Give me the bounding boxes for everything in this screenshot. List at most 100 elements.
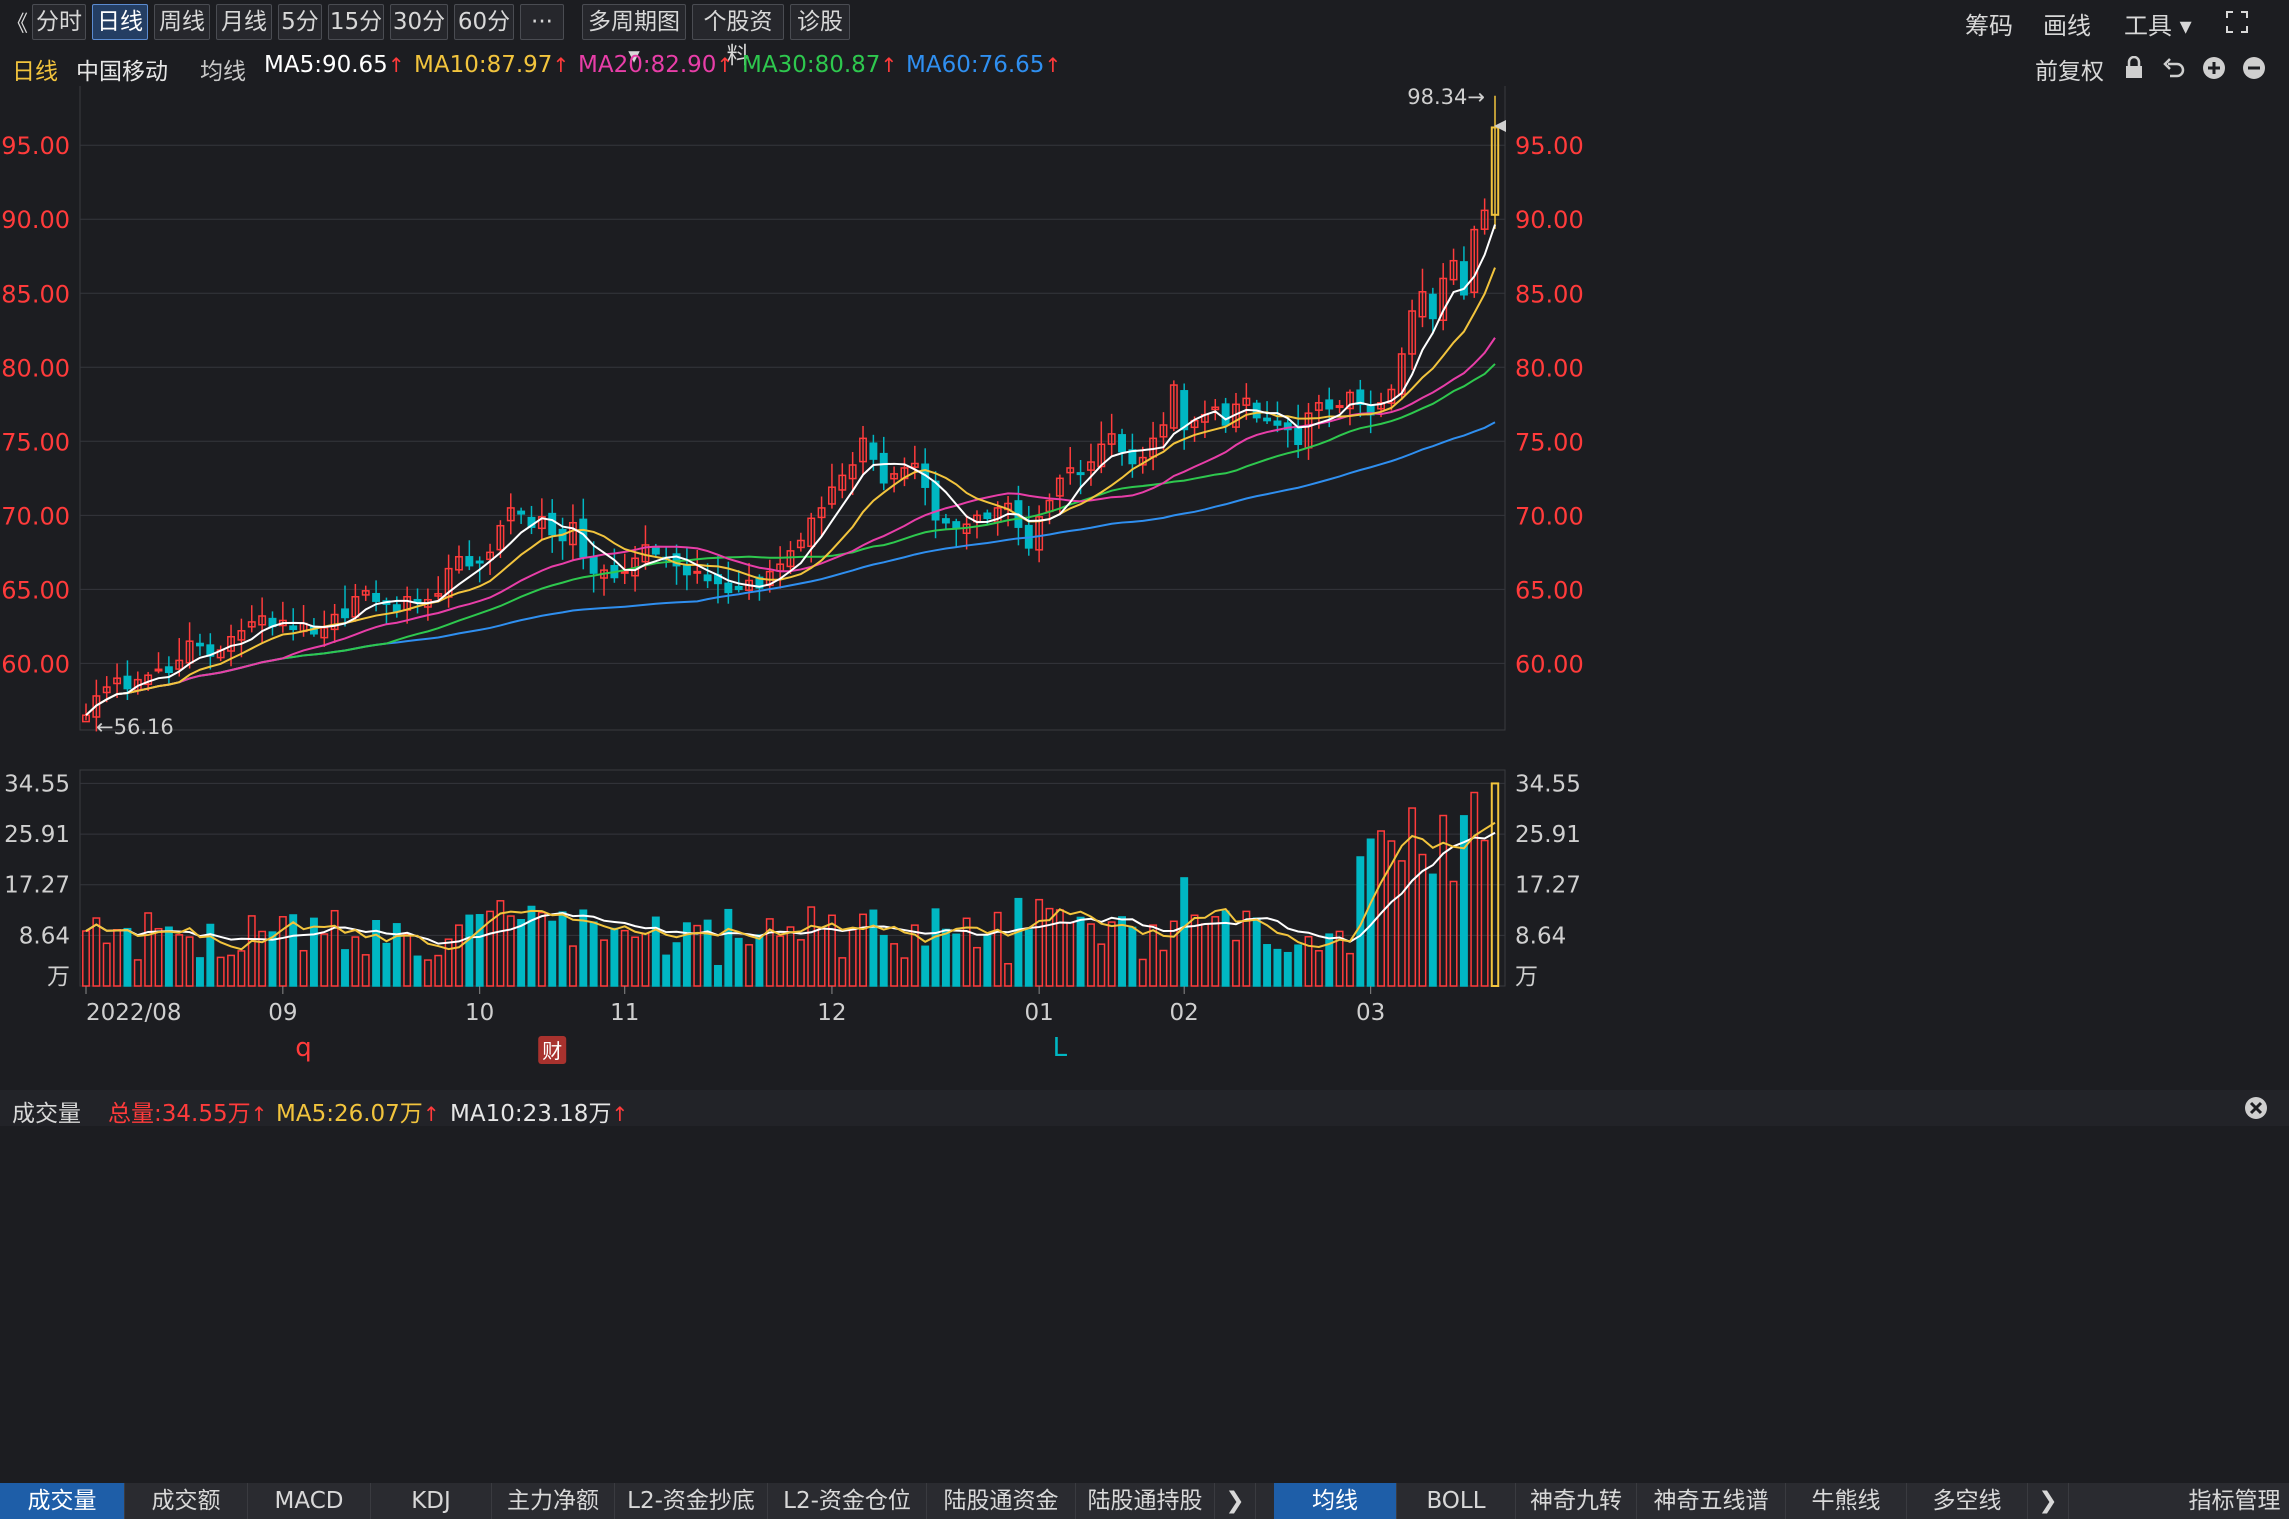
volume-bar — [817, 927, 826, 987]
close-icon[interactable] — [2244, 1096, 2268, 1120]
volume-bar — [1221, 910, 1230, 987]
price-tick-right: 95.00 — [1515, 132, 1584, 160]
kline-chart[interactable]: 60.00 60.00 65.00 65.00 70.00 70.00 75.00 75.00… — [0, 86, 2289, 1483]
ma-label[interactable]: 均线 — [200, 59, 246, 85]
volume-bar — [289, 914, 298, 987]
candle-body — [1242, 397, 1251, 406]
candle-body — [796, 539, 805, 549]
candle-body — [1387, 388, 1396, 404]
volume-bar — [486, 910, 495, 987]
tab-volume[interactable]: 成交量 — [0, 1483, 125, 1519]
tools-button[interactable]: 工具 ▾ — [2124, 12, 2192, 40]
candle-body — [1169, 384, 1178, 429]
candle-body — [330, 613, 339, 631]
volume-bar — [185, 936, 194, 987]
volume-bar — [1190, 914, 1199, 987]
tabs-next-button-2[interactable]: ❯ — [2028, 1483, 2069, 1519]
volume-bar — [1159, 949, 1168, 987]
price-tick-left: 95.00 — [1, 132, 70, 160]
ma60-value: MA60:76.65↑ — [906, 52, 1062, 78]
tabs-next-button[interactable]: ❯ — [1215, 1483, 1256, 1519]
indicator-tabs: 成交量 成交额 MACD KDJ 主力净额 L2-资金抄底 L2-资金仓位 陆股… — [0, 1483, 2289, 1519]
tab-main-net[interactable]: 主力净额 — [492, 1483, 615, 1519]
candle-body — [848, 464, 857, 480]
chips-button[interactable]: 筹码 — [1965, 12, 2013, 40]
candle-body — [1086, 461, 1095, 471]
toolbar-button-11[interactable]: 诊股 — [790, 4, 850, 40]
undo-icon[interactable] — [2162, 56, 2186, 80]
volume-bar — [268, 931, 277, 987]
toolbar-button-2[interactable]: 周线 — [154, 4, 210, 40]
candle-body — [1221, 403, 1230, 426]
volume-bar — [724, 908, 733, 987]
tab-macd[interactable]: MACD — [248, 1483, 371, 1519]
volume-bar — [216, 956, 225, 987]
volume-bar — [1252, 917, 1261, 987]
volume-bar — [1408, 807, 1417, 987]
price-tick-left: 60.00 — [1, 650, 70, 678]
volume-bar — [1232, 939, 1240, 987]
up-arrow-icon: ↑ — [611, 1102, 629, 1126]
tab-boll[interactable]: BOLL — [1397, 1483, 1516, 1519]
draw-button[interactable]: 画线 — [2043, 12, 2091, 40]
tab-l2-bottom[interactable]: L2-资金抄底 — [615, 1483, 768, 1519]
candle-body — [1377, 402, 1385, 410]
volume-bar — [382, 942, 391, 987]
volume-bar — [796, 939, 805, 987]
tab-bull-bear[interactable]: 牛熊线 — [1786, 1483, 1907, 1519]
volume-bar — [952, 933, 961, 987]
toolbar-button-0[interactable]: 分时 — [32, 4, 86, 40]
candle-body — [92, 695, 101, 718]
x-axis-label: 2022/08 — [86, 1000, 182, 1026]
toolbar-button-5[interactable]: 15分 — [328, 4, 384, 40]
event-marker: q — [295, 1033, 312, 1063]
tab-kdj[interactable]: KDJ — [371, 1483, 492, 1519]
tab-ma[interactable]: 均线 — [1274, 1483, 1397, 1519]
candle-body — [496, 524, 505, 551]
toolbar-button-4[interactable]: 5分 — [278, 4, 322, 40]
candle-body — [1470, 228, 1479, 294]
zoom-in-icon[interactable] — [2202, 56, 2226, 80]
candle-body — [838, 474, 847, 491]
fullscreen-icon[interactable] — [2225, 10, 2249, 34]
tab-hk-hold[interactable]: 陆股通持股 — [1076, 1483, 1215, 1519]
toolbar-button-8[interactable]: ··· — [520, 4, 564, 40]
indicator-manage-button[interactable]: 指标管理 — [2180, 1483, 2289, 1519]
max-price-label: 98.34→ — [1407, 86, 1485, 109]
tab-td9[interactable]: 神奇九转 — [1516, 1483, 1637, 1519]
toolbar-button-3[interactable]: 月线 — [216, 4, 272, 40]
candle-body — [879, 452, 888, 484]
volume-bar — [776, 935, 785, 987]
volume-bar — [1086, 923, 1095, 987]
tab-hk-flow[interactable]: 陆股通资金 — [927, 1483, 1076, 1519]
tab-five-lines[interactable]: 神奇五线谱 — [1637, 1483, 1786, 1519]
adjust-mode[interactable]: 前复权 — [2035, 59, 2104, 85]
toolbar-button-9[interactable]: 多周期图 ▾ — [582, 4, 686, 69]
collapse-icon[interactable]: 《 — [6, 12, 29, 37]
volume-bar — [1335, 930, 1344, 987]
zoom-out-icon[interactable] — [2242, 56, 2266, 80]
candle-body — [258, 615, 267, 626]
tab-long-short[interactable]: 多空线 — [1907, 1483, 2028, 1519]
candle-body — [475, 560, 484, 564]
tab-l2-position[interactable]: L2-资金仓位 — [768, 1483, 927, 1519]
volume-bar — [154, 927, 163, 987]
period-label: 日线 — [12, 59, 58, 85]
candle-body — [341, 608, 349, 619]
toolbar-button-6[interactable]: 30分 — [390, 4, 448, 40]
candle-body — [941, 518, 950, 524]
x-axis-label: 02 — [1170, 1000, 1199, 1026]
x-axis-label: 01 — [1025, 1000, 1054, 1026]
candle-body — [1066, 467, 1075, 474]
toolbar-button-7[interactable]: 60分 — [454, 4, 514, 40]
toolbar-button-10[interactable]: 个股资料 — [692, 4, 784, 69]
volume-bar — [579, 909, 588, 987]
candle-body — [703, 574, 712, 582]
current-price-marker-icon — [1494, 120, 1506, 132]
toolbar-button-1[interactable]: 日线 — [92, 4, 148, 40]
volume-bar — [765, 918, 774, 987]
price-tick-right: 70.00 — [1515, 502, 1584, 530]
lock-icon[interactable] — [2123, 56, 2145, 80]
tab-turnover[interactable]: 成交额 — [125, 1483, 248, 1519]
volume-bar — [258, 930, 267, 987]
